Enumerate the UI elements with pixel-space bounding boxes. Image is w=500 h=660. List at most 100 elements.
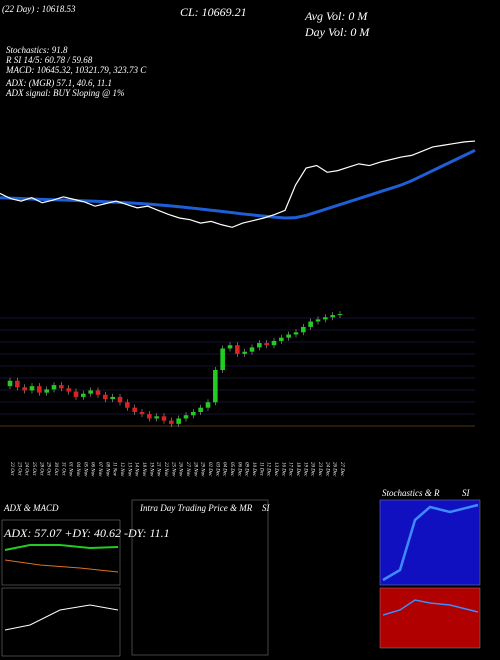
adx-values: ADX: 57.07 +DY: 40.62 -DY: 11.1 [3,526,170,540]
x-tick-label: 22 Oct [9,462,14,476]
rsi: R SI 14/5: 60.78 / 59.68 [5,55,93,65]
candle [323,317,328,320]
x-tick-label: 21 Nov [156,462,161,477]
candle [103,394,108,400]
x-tick-label: 13 Dec [273,462,278,477]
x-tick-label: 24 Dec [324,462,329,477]
candle [81,393,86,397]
x-tick-label: 14 Nov [134,462,139,477]
candle [154,416,159,419]
candle [198,407,203,412]
candle [117,396,123,403]
x-tick-label: 28 Nov [192,462,197,477]
x-tick-label: 29 Oct [46,462,51,476]
x-tick-label: 28 Oct [38,462,43,476]
x-tick-label: 25 Oct [31,462,36,476]
candle [220,348,225,370]
x-tick-label: 26 Dec [332,462,337,477]
candle [227,345,233,349]
candle [66,388,71,392]
candle [249,347,255,352]
ma-line [0,148,476,220]
candle [132,407,137,412]
x-tick-label: 05 Dec [229,462,234,477]
x-tick-label: 06 Dec [236,462,241,477]
candle [51,385,57,390]
close-line [0,140,476,228]
x-tick-label: 25 Nov [170,462,175,477]
macd: MACD: 10645.32, 10321.79, 323.73 C [5,65,147,75]
candle [213,370,218,403]
candle [191,412,196,416]
candle [88,390,93,394]
x-tick-label: 01 Nov [68,462,73,477]
x-tick-label: 03 Dec [214,462,219,477]
day-vol: Day Vol: 0 M [304,25,370,39]
x-tick-label: 06 Nov [90,462,95,477]
header: (22 Day) : 10618.53 CL: 10669.21 Avg Vol… [2,4,370,98]
panel-title: ADX & MACD [3,503,59,513]
candle [315,319,321,322]
x-tick-label: 22 Nov [163,462,168,477]
x-tick-label: 04 Nov [75,462,80,477]
x-tick-label: 16 Dec [280,462,285,477]
candle [139,412,145,415]
candle-grid [0,317,475,427]
stoch: Stochastics: 91.8 [6,45,68,55]
candle [176,418,181,424]
x-tick-label: 12 Dec [266,462,271,477]
avg-vol: Avg Vol: 0 M [304,9,368,23]
x-tick-label: 10 Dec [251,462,256,477]
adx-signal: ADX signal: BUY Sloping @ 1% [5,88,125,98]
candle [330,315,335,318]
x-tick-label: 08 Nov [104,462,109,477]
panel-title: SI [462,488,471,498]
x-tick-label: 19 Dec [302,462,307,477]
x-tick-label: 30 Oct [53,462,58,476]
candle [337,314,343,316]
candle [257,343,262,348]
candle [264,343,269,346]
bottom-panels: ADX & MACD ADX: 57.07 +DY: 40.62 -DY: 11… [1,488,481,657]
x-tick-label: 26 Nov [178,462,183,477]
x-tick-label: 23 Dec [317,462,322,477]
candle [7,380,13,387]
x-tick-label: 05 Nov [82,462,87,477]
x-tick-label: 27 Dec [339,462,344,477]
candle [59,385,64,389]
x-tick-label: 11 Dec [258,462,263,477]
candle [235,345,240,354]
x-tick-label: 11 Nov [112,462,117,477]
x-tick-label: 23 Oct [16,462,21,476]
candle [308,321,313,327]
candle [286,334,291,338]
panel-title: Stochastics & R [382,488,440,498]
candle [271,340,277,346]
candle [22,387,27,391]
candle [183,415,189,419]
candle [73,391,79,397]
x-tick-label: 17 Dec [288,462,293,477]
x-tick-label: 29 Nov [200,462,205,477]
candle [15,380,20,388]
x-tick-label: 04 Dec [222,462,227,477]
candle [147,414,152,419]
candle [29,386,35,391]
candle [110,396,115,400]
x-tick-label: 31 Oct [60,462,65,476]
x-tick-label: 20 Dec [310,462,315,477]
x-tick-label: 02 Dec [207,462,212,477]
candle [161,416,167,421]
x-tick-label: 13 Nov [126,462,131,477]
candle [95,390,101,395]
x-tick-label: 27 Nov [185,462,190,477]
candle [44,389,49,393]
panel-title: SI [262,503,271,513]
candle [205,402,211,408]
candle [169,420,174,424]
x-tick-label: 24 Oct [24,462,29,476]
x-tick-label: 18 Dec [295,462,300,477]
candle [37,386,42,393]
close-label: CL: 10669.21 [180,5,247,19]
